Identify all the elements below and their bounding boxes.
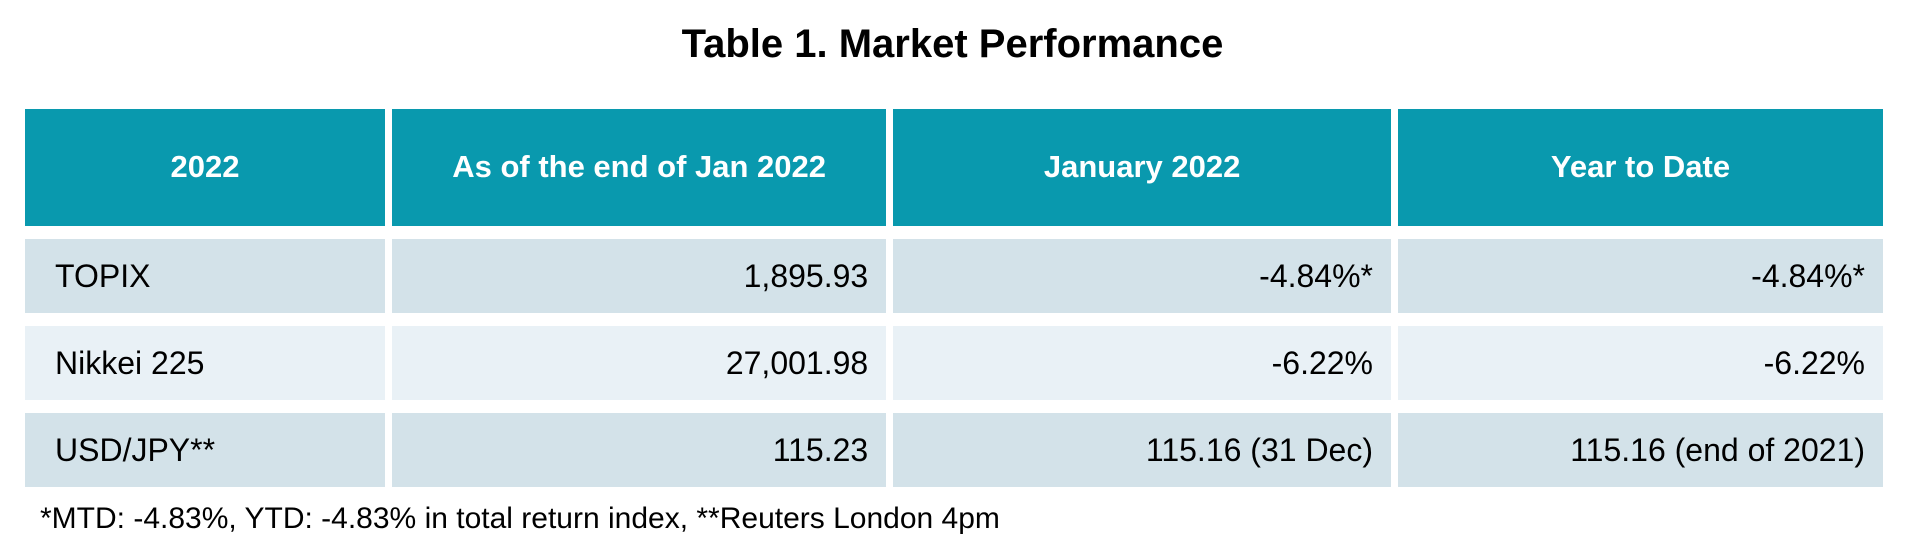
table-row-usdjpy: USD/JPY** 115.23 115.16 (31 Dec) 115.16 … xyxy=(25,413,1883,487)
header-cell-year: 2022 xyxy=(25,109,386,226)
header-label-year: 2022 xyxy=(170,149,240,185)
cell-nikkei-jan: -6.22% xyxy=(893,326,1391,400)
header-label-year-to-date: Year to Date xyxy=(1550,149,1731,185)
header-label-january-2022: January 2022 xyxy=(1043,149,1241,185)
footnote: *MTD: -4.83%, YTD: -4.83% in total retur… xyxy=(40,502,1000,535)
header-label-end-of-jan: As of the end of Jan 2022 xyxy=(452,149,827,185)
cell-usdjpy-ytd: 115.16 (end of 2021) xyxy=(1398,413,1883,487)
cell-topix-name: TOPIX xyxy=(25,239,386,313)
table-title: Table 1. Market Performance xyxy=(681,22,1224,66)
table-row-topix: TOPIX 1,895.93 -4.84%* -4.84%* xyxy=(25,239,1883,313)
header-cell-end-of-jan: As of the end of Jan 2022 xyxy=(392,109,887,226)
cell-topix-level: 1,895.93 xyxy=(392,239,887,313)
header-cell-year-to-date: Year to Date xyxy=(1398,109,1883,226)
cell-nikkei-ytd: -6.22% xyxy=(1398,326,1883,400)
cell-topix-jan: -4.84%* xyxy=(893,239,1391,313)
header-row: 2022 As of the end of Jan 2022 January 2… xyxy=(25,109,1883,226)
cell-usdjpy-name: USD/JPY** xyxy=(25,413,386,487)
cell-topix-ytd: -4.84%* xyxy=(1398,239,1883,313)
cell-nikkei-level: 27,001.98 xyxy=(392,326,887,400)
market-performance-table: 2022 As of the end of Jan 2022 January 2… xyxy=(18,96,1890,500)
cell-nikkei-name: Nikkei 225 xyxy=(25,326,386,400)
table-row-nikkei: Nikkei 225 27,001.98 -6.22% -6.22% xyxy=(25,326,1883,400)
cell-usdjpy-level: 115.23 xyxy=(392,413,887,487)
header-cell-january-2022: January 2022 xyxy=(893,109,1391,226)
cell-usdjpy-jan: 115.16 (31 Dec) xyxy=(893,413,1391,487)
